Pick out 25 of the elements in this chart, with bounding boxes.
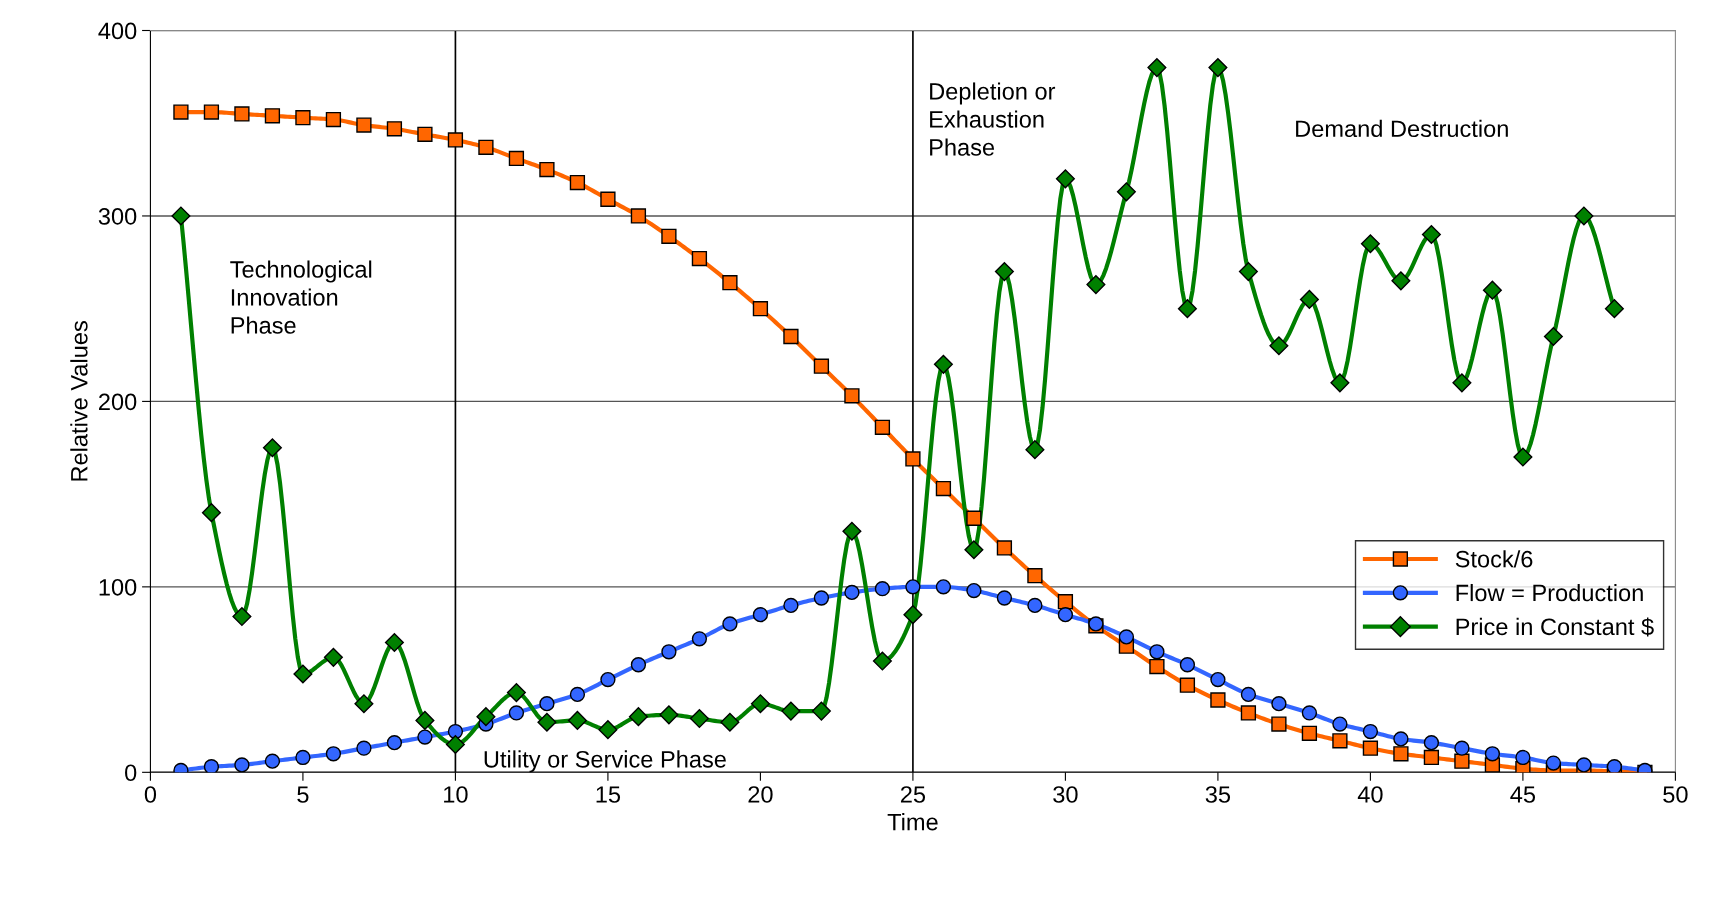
- x-tick-label: 20: [748, 786, 773, 803]
- x-tick-label: 35: [1205, 786, 1231, 803]
- annotation: Utility or Service Phase: [484, 750, 726, 773]
- legend-label: Stock/6: [1455, 550, 1533, 568]
- annotation: Depletion or Exhaustion Phase: [930, 82, 1056, 156]
- x-tick-label: 30: [1053, 786, 1078, 803]
- x-tick-label: 5: [297, 786, 309, 803]
- y-tick-label: 200: [99, 393, 137, 411]
- y-axis-title: Relative Values: [70, 321, 88, 481]
- y-tick-label: 400: [98, 22, 137, 40]
- legend-label: Flow = Production: [1456, 583, 1643, 602]
- y-tick-label: 0: [125, 764, 137, 782]
- x-tick-label: 45: [1510, 786, 1536, 803]
- y-tick-label: 300: [98, 208, 137, 225]
- x-tick-label: 15: [596, 786, 621, 803]
- annotation: Demand Destruction: [1296, 119, 1508, 138]
- x-tick-label: 0: [144, 786, 157, 803]
- annotation: Technological Innovation Phase: [230, 260, 372, 334]
- x-tick-label: 50: [1663, 786, 1688, 803]
- legend-label: Price in Constant $: [1456, 617, 1654, 637]
- x-tick-label: 10: [444, 786, 468, 803]
- x-tick-label: 40: [1357, 786, 1383, 803]
- y-tick-label: 100: [99, 578, 137, 596]
- x-tick-label: 25: [900, 786, 926, 803]
- x-axis-title: Time: [887, 813, 938, 831]
